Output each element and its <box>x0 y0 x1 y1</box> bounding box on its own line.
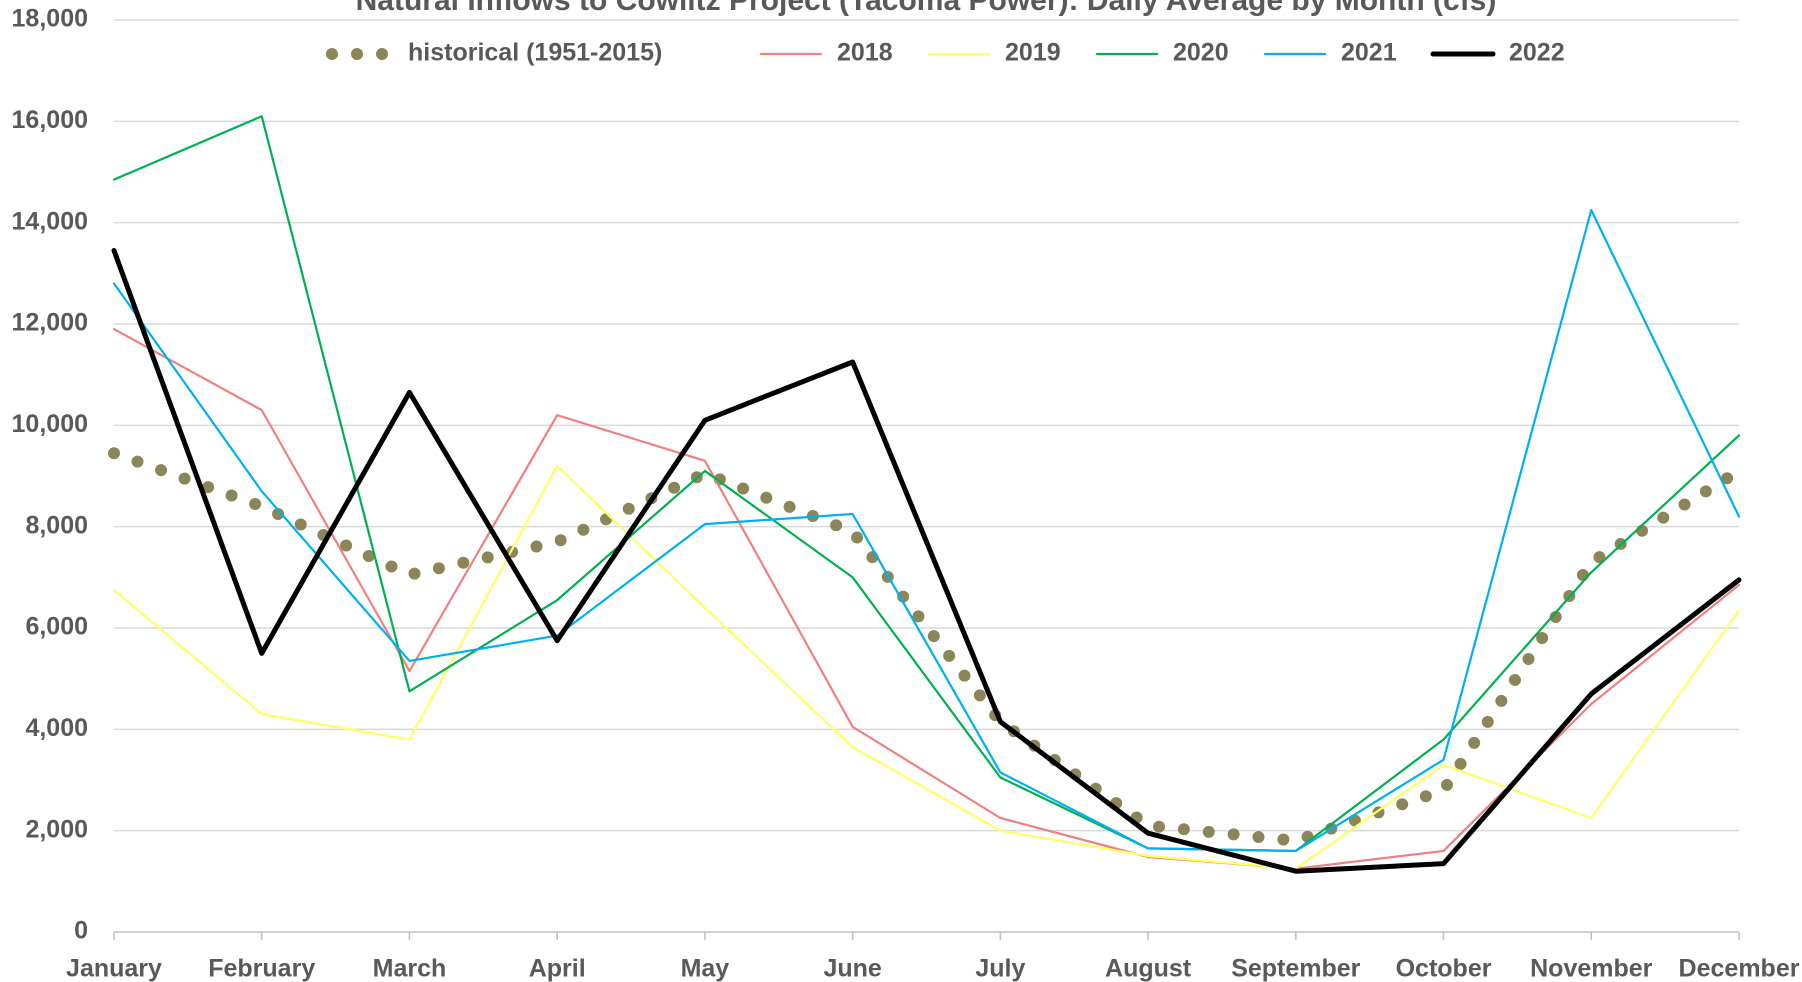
x-tick-label: December <box>1679 955 1800 982</box>
series-line <box>112 208 1741 853</box>
y-tick-label: 0 <box>74 917 88 945</box>
x-tick-label: July <box>975 955 1025 982</box>
x-tick-label: May <box>681 955 730 982</box>
series-line <box>112 327 1741 870</box>
legend-label: historical (1951-2015) <box>408 39 662 67</box>
x-tick-label: November <box>1530 955 1653 982</box>
legend-label: 2018 <box>837 39 893 67</box>
y-tick-label: 4,000 <box>25 714 88 742</box>
series-line <box>112 115 1741 853</box>
y-tick-label: 2,000 <box>25 815 88 843</box>
legend-label: 2019 <box>1005 39 1061 67</box>
legend-label: 2021 <box>1341 39 1397 67</box>
legend-label: 2022 <box>1509 39 1565 67</box>
y-tick-label: 6,000 <box>25 613 88 641</box>
y-tick-label: 8,000 <box>25 511 88 539</box>
y-tick-label: 18,000 <box>12 5 88 33</box>
legend-label: 2020 <box>1173 39 1229 67</box>
x-tick-label: August <box>1105 955 1192 982</box>
x-tick-label: January <box>66 955 162 982</box>
y-tick-label: 14,000 <box>12 207 88 235</box>
chart-title: Natural Inflows to Cowlitz Project (Taco… <box>356 0 1497 17</box>
x-tick-label: April <box>529 955 586 982</box>
y-tick-label: 16,000 <box>12 106 88 134</box>
x-tick-label: October <box>1396 955 1492 982</box>
series-line <box>112 464 1741 870</box>
y-tick-label: 12,000 <box>12 309 88 337</box>
x-tick-label: March <box>373 955 447 982</box>
series-line <box>111 248 1742 874</box>
y-tick-label: 10,000 <box>12 410 88 438</box>
x-tick-label: June <box>823 955 881 982</box>
x-tick-label: September <box>1231 955 1360 982</box>
x-tick-label: February <box>208 955 315 982</box>
